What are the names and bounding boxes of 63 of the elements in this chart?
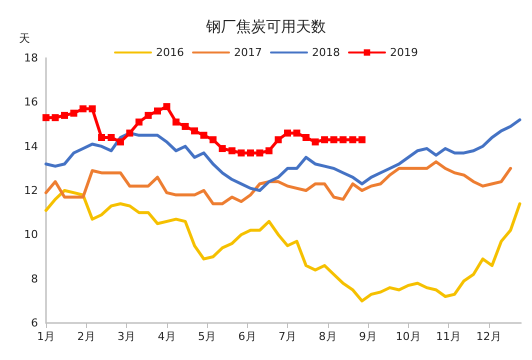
point bbox=[42, 114, 50, 122]
y-tick-label: 18 bbox=[24, 52, 38, 64]
point bbox=[80, 105, 87, 112]
point bbox=[116, 138, 124, 146]
legend-label: 2018 bbox=[312, 46, 340, 59]
x-tick-label: 8月 bbox=[318, 330, 337, 343]
legend-label: 2016 bbox=[156, 46, 184, 59]
point bbox=[61, 112, 68, 119]
point bbox=[358, 136, 366, 144]
point bbox=[200, 132, 208, 139]
point bbox=[321, 136, 328, 144]
x-tick-label: 7月 bbox=[278, 330, 297, 343]
point bbox=[218, 145, 226, 152]
point bbox=[293, 130, 300, 137]
point bbox=[172, 118, 180, 126]
point bbox=[349, 136, 356, 144]
y-axis-title: 天 bbox=[19, 32, 30, 45]
point bbox=[154, 108, 162, 114]
legend-label: 2017 bbox=[234, 46, 262, 59]
point bbox=[108, 134, 115, 141]
point bbox=[256, 149, 264, 156]
point bbox=[340, 136, 347, 144]
y-tick-label: 6 bbox=[31, 316, 38, 330]
point bbox=[228, 147, 236, 154]
point bbox=[191, 127, 198, 134]
x-tick-label: 1月 bbox=[37, 330, 55, 343]
point bbox=[52, 114, 59, 122]
x-tick-label: 3月 bbox=[118, 330, 136, 343]
point bbox=[246, 149, 254, 156]
x-tick-label: 5月 bbox=[198, 330, 216, 343]
line-series bbox=[44, 118, 522, 192]
x-tick-label: 10月 bbox=[396, 330, 421, 343]
x-tick-label: 2月 bbox=[77, 330, 96, 343]
x-tick-label: 6月 bbox=[238, 330, 256, 343]
point bbox=[88, 105, 96, 112]
y-tick-label: 14 bbox=[24, 140, 38, 153]
x-tick-label: 12月 bbox=[476, 330, 502, 343]
point bbox=[135, 118, 142, 126]
point bbox=[266, 147, 273, 154]
x-tick-label: 9月 bbox=[359, 330, 378, 343]
point bbox=[210, 136, 217, 144]
point bbox=[284, 130, 292, 137]
point bbox=[182, 122, 189, 130]
legend-label: 2019 bbox=[390, 46, 418, 59]
point bbox=[144, 112, 152, 119]
y-tick-label: 16 bbox=[24, 96, 38, 109]
point bbox=[163, 103, 170, 110]
point bbox=[98, 134, 106, 141]
line-series bbox=[44, 189, 522, 302]
x-tick-label: 11月 bbox=[436, 330, 462, 343]
x-tick-label: 4月 bbox=[158, 330, 176, 343]
line-series bbox=[44, 160, 512, 206]
point bbox=[312, 138, 319, 146]
y-tick-label: 10 bbox=[24, 228, 38, 242]
point bbox=[274, 136, 282, 144]
point bbox=[238, 149, 245, 156]
point bbox=[126, 130, 134, 137]
y-tick-label: 12 bbox=[24, 184, 38, 197]
point bbox=[330, 136, 338, 144]
point bbox=[302, 134, 310, 141]
y-tick-label: 8 bbox=[31, 272, 38, 286]
chart-title: 钢厂焦炭可用天数 bbox=[205, 18, 326, 36]
point bbox=[70, 110, 78, 117]
